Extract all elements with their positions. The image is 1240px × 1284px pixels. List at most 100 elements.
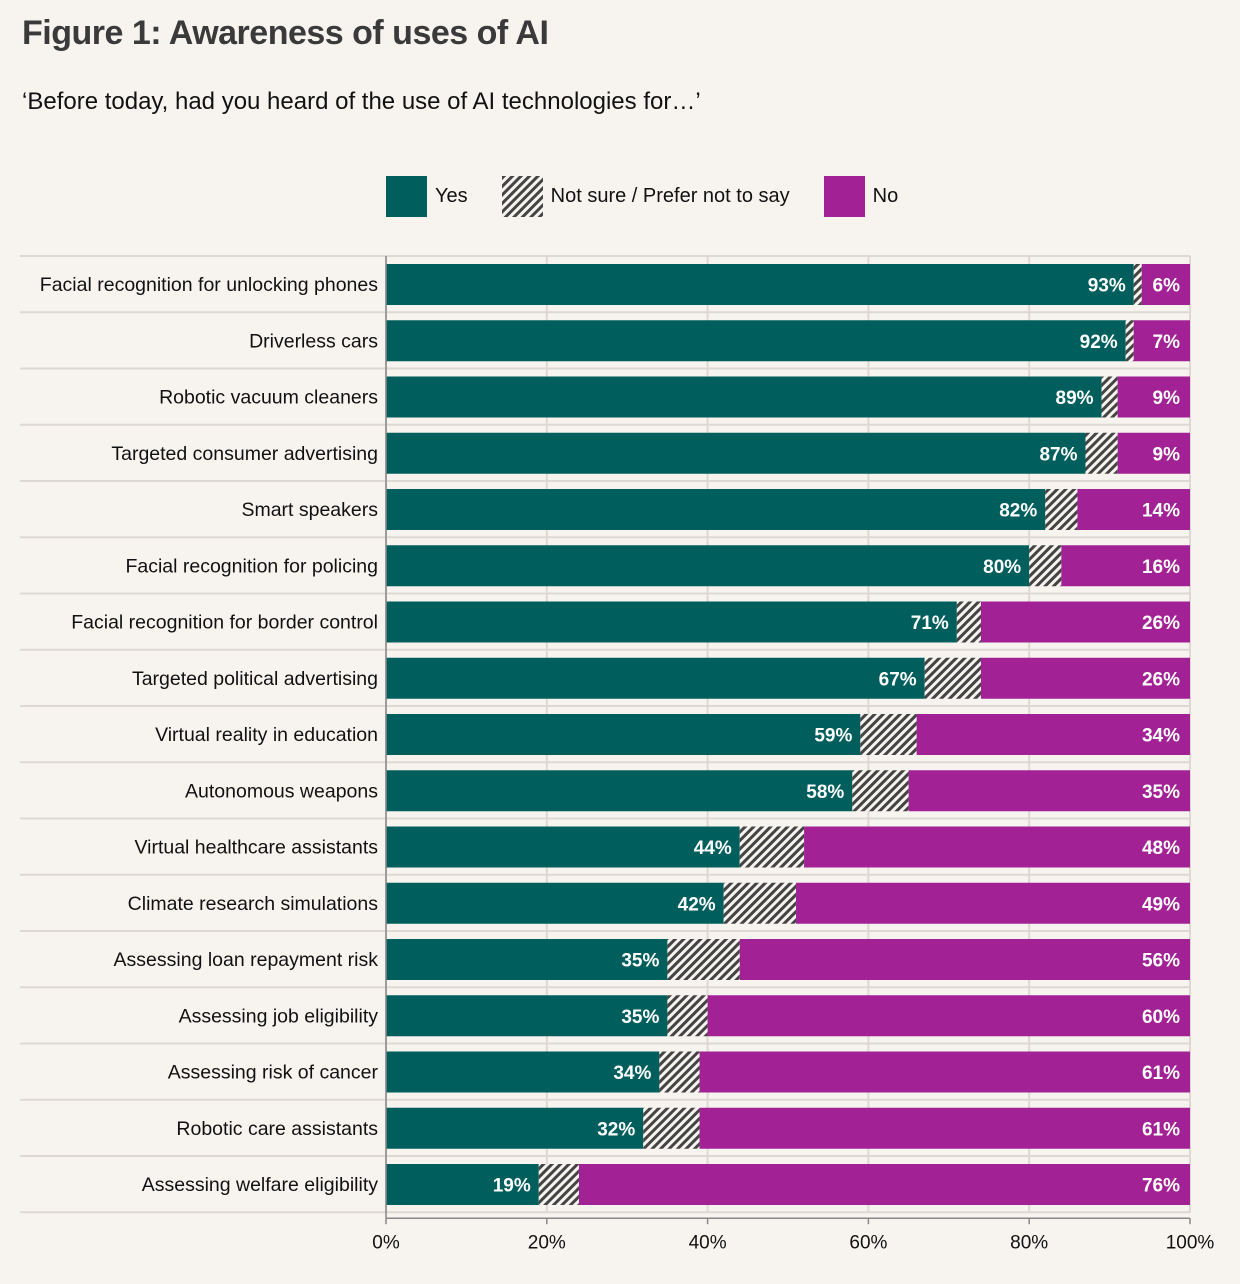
data-label-no: 9%: [1153, 388, 1181, 409]
bar-row: 71% 26%: [386, 601, 1190, 643]
x-tick-label: 40%: [689, 1232, 727, 1253]
data-label-no: 34%: [1142, 726, 1180, 747]
bar-segment-no: [1133, 320, 1190, 362]
bar-segment-no: [980, 657, 1190, 699]
data-label-yes: 92%: [1080, 332, 1118, 353]
bar-row: 67% 26%: [386, 657, 1190, 699]
bar-row: 32% 61%: [386, 1107, 1190, 1149]
bar-segment-unsure: [723, 882, 797, 924]
data-label-no: 16%: [1142, 557, 1180, 578]
bar-segment-yes: [386, 489, 1046, 530]
bar-row: 58% 35%: [386, 770, 1190, 812]
category-label: Facial recognition for policing: [125, 555, 378, 577]
bar-segment-unsure: [1133, 264, 1142, 305]
bar-segment-no: [699, 1107, 1190, 1149]
data-label-no: 6%: [1153, 276, 1181, 297]
data-label-yes: 80%: [983, 557, 1021, 578]
bar-segment-no: [1117, 432, 1190, 474]
bar-segment-no: [796, 882, 1190, 924]
bar-segment-no: [1141, 264, 1190, 305]
data-label-no: 9%: [1153, 444, 1181, 465]
data-label-yes: 35%: [621, 951, 659, 972]
legend-swatch-no: [823, 175, 865, 217]
bar-segment-unsure: [1101, 376, 1118, 418]
bar-segment-unsure: [956, 601, 981, 643]
data-label-no: 35%: [1142, 782, 1180, 803]
category-label: Smart speakers: [241, 499, 378, 521]
data-label-yes: 58%: [806, 782, 844, 803]
bar-segment-unsure: [667, 939, 740, 980]
chart-subtitle: ‘Before today, had you heard of the use …: [22, 88, 701, 115]
bar-row: 19% 76%: [386, 1164, 1190, 1205]
x-tick-label: 60%: [849, 1232, 887, 1253]
bar-segment-yes: [386, 1051, 660, 1093]
legend-swatch-yes: [386, 175, 427, 217]
bar-segment-yes: [386, 939, 668, 980]
bar-row: 59% 34%: [386, 714, 1190, 755]
data-label-yes: 19%: [493, 1176, 531, 1197]
bar-row: 34% 61%: [386, 1051, 1190, 1093]
data-label-yes: 32%: [597, 1119, 635, 1140]
legend-label-unsure: Not sure / Prefer not to say: [550, 184, 790, 207]
legend: Yes Not sure / Prefer not to say No: [386, 175, 932, 217]
data-label-no: 60%: [1142, 1007, 1180, 1028]
chart-title: Figure 1: Awareness of uses of AI: [22, 14, 549, 52]
data-label-no: 61%: [1142, 1119, 1180, 1140]
x-tick-label: 100%: [1166, 1232, 1215, 1253]
bar-segment-no: [707, 995, 1190, 1037]
legend-item-yes: Yes: [386, 175, 468, 217]
bar-segment-no: [739, 939, 1190, 980]
bar-row: 87% 9%: [386, 432, 1190, 474]
category-labels: Facial recognition for unlocking phones D…: [40, 274, 379, 1196]
bar-row: 82% 14%: [386, 489, 1190, 530]
bar-segment-unsure: [739, 826, 805, 868]
data-label-no: 26%: [1142, 613, 1180, 634]
bar-segment-unsure: [643, 1107, 700, 1149]
data-label-no: 7%: [1153, 332, 1181, 353]
data-label-yes: 82%: [999, 501, 1037, 522]
data-label-yes: 67%: [879, 669, 917, 690]
category-label: Assessing loan repayment risk: [114, 949, 379, 971]
bar-segment-no: [980, 601, 1190, 643]
data-label-no: 26%: [1142, 669, 1180, 690]
bar-segment-yes: [386, 995, 668, 1037]
bar-segment-unsure: [538, 1164, 579, 1205]
bar-segment-yes: [386, 1107, 644, 1149]
bar-segment-yes: [386, 320, 1126, 362]
bar-segment-yes: [386, 376, 1102, 418]
data-label-no: 76%: [1142, 1176, 1180, 1197]
data-label-yes: 89%: [1056, 388, 1094, 409]
bar-segment-yes: [386, 826, 740, 868]
bar-segment-no: [908, 770, 1190, 812]
bar-segment-yes: [386, 1164, 539, 1205]
data-label-no: 48%: [1142, 838, 1180, 859]
bar-row: 93% 6%: [386, 264, 1190, 305]
bar-segment-yes: [386, 545, 1030, 587]
legend-item-unsure: Not sure / Prefer not to say: [501, 175, 790, 217]
bar-segment-yes: [386, 657, 925, 699]
category-label: Robotic vacuum cleaners: [159, 387, 378, 409]
bar-segment-yes: [386, 264, 1134, 305]
legend-label-no: No: [872, 184, 899, 207]
bar-segment-unsure: [659, 1051, 700, 1093]
bar-segment-unsure: [852, 770, 909, 812]
data-label-no: 61%: [1142, 1063, 1180, 1084]
bar-segment-no: [699, 1051, 1190, 1093]
category-label: Virtual healthcare assistants: [134, 837, 378, 859]
data-label-yes: 34%: [613, 1063, 651, 1084]
category-label: Assessing welfare eligibility: [142, 1174, 379, 1196]
bar-segment-unsure: [924, 657, 981, 699]
category-label: Targeted consumer advertising: [111, 443, 378, 465]
bar-segment-yes: [386, 770, 853, 812]
bar-segment-unsure: [667, 995, 708, 1037]
x-tick-label: 0%: [372, 1232, 400, 1253]
data-label-yes: 44%: [694, 838, 732, 859]
bar-row: 80% 16%: [386, 545, 1190, 587]
category-label: Driverless cars: [249, 330, 378, 352]
x-axis: 0% 20% 40% 60% 80% 100%: [372, 256, 1214, 1253]
data-label-no: 49%: [1142, 894, 1180, 915]
bar-row: 35% 56%: [386, 939, 1190, 980]
data-label-no: 56%: [1142, 951, 1180, 972]
bar-segment-no: [1061, 545, 1190, 587]
